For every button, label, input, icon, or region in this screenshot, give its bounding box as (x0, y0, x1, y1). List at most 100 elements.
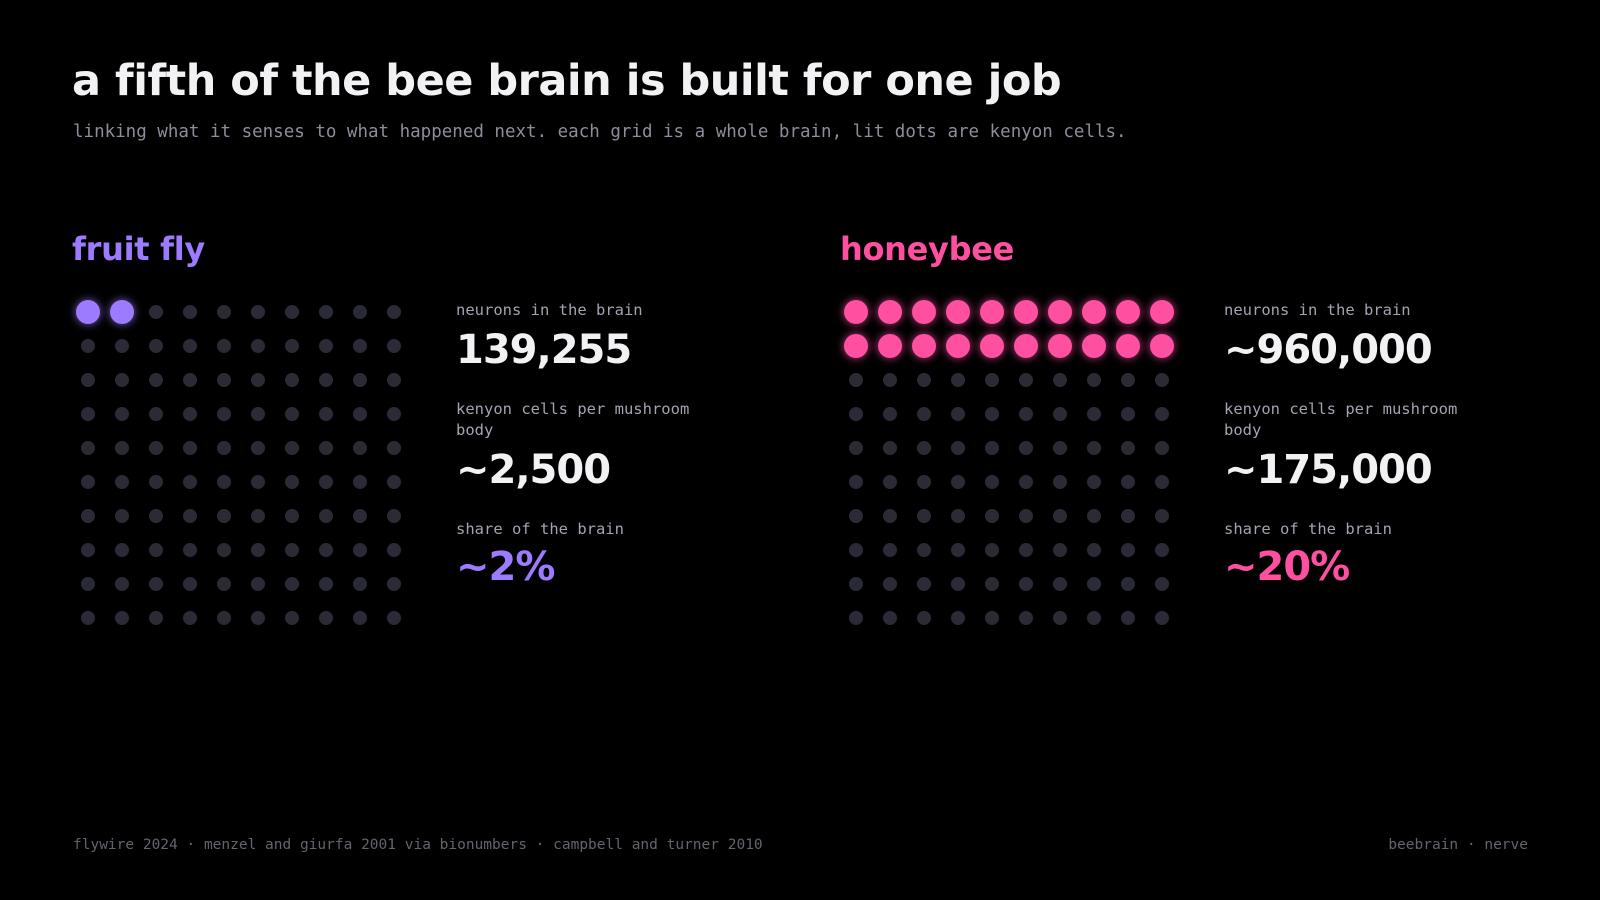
fruit-fly-share-stat: share of the brain ~2% (456, 519, 726, 590)
unlit-brain-dot (251, 577, 265, 591)
unlit-brain-dot (183, 509, 197, 523)
unlit-brain-dot (1053, 441, 1067, 455)
unlit-brain-dot (1155, 407, 1169, 421)
stat-value-accent: ~20% (1224, 544, 1350, 590)
unlit-brain-dot (1155, 611, 1169, 625)
unlit-brain-dot (1087, 441, 1101, 455)
unlit-brain-dot (1087, 509, 1101, 523)
unlit-brain-dot (81, 509, 95, 523)
unlit-brain-dot (387, 577, 401, 591)
unlit-brain-dot (285, 305, 299, 319)
unlit-brain-dot (149, 611, 163, 625)
unlit-brain-dot (285, 577, 299, 591)
unlit-brain-dot (319, 543, 333, 557)
unlit-brain-dot (149, 509, 163, 523)
unlit-brain-dot (883, 577, 897, 591)
unlit-brain-dot (149, 475, 163, 489)
unlit-brain-dot (149, 373, 163, 387)
unlit-brain-dot (251, 611, 265, 625)
unlit-brain-dot (951, 407, 965, 421)
unlit-brain-dot (251, 305, 265, 319)
unlit-brain-dot (149, 339, 163, 353)
stat-value: ~960,000 (1224, 327, 1433, 373)
unlit-brain-dot (883, 509, 897, 523)
unlit-brain-dot (1087, 407, 1101, 421)
unlit-brain-dot (319, 475, 333, 489)
footer-credit: beebrain · nerve (1388, 837, 1528, 853)
lit-kenyon-dot (1116, 300, 1140, 324)
honeybee-stats: neurons in the brain ~960,000 kenyon cel… (1224, 300, 1494, 616)
unlit-brain-dot (353, 509, 367, 523)
unlit-brain-dot (387, 407, 401, 421)
unlit-brain-dot (1019, 611, 1033, 625)
unlit-brain-dot (319, 611, 333, 625)
unlit-brain-dot (985, 441, 999, 455)
unlit-brain-dot (285, 339, 299, 353)
unlit-brain-dot (387, 543, 401, 557)
unlit-brain-dot (81, 475, 95, 489)
unlit-brain-dot (81, 407, 95, 421)
unlit-brain-dot (183, 407, 197, 421)
lit-kenyon-dot (912, 300, 936, 324)
unlit-brain-dot (1053, 373, 1067, 387)
unlit-brain-dot (917, 577, 931, 591)
honeybee-kenyon-stat: kenyon cells per mushroom body ~175,000 (1224, 399, 1494, 493)
unlit-brain-dot (183, 577, 197, 591)
unlit-brain-dot (149, 305, 163, 319)
unlit-brain-dot (115, 339, 129, 353)
unlit-brain-dot (883, 373, 897, 387)
unlit-brain-dot (353, 611, 367, 625)
unlit-brain-dot (115, 611, 129, 625)
unlit-brain-dot (251, 373, 265, 387)
page-title: a fifth of the bee brain is built for on… (72, 56, 1062, 106)
unlit-brain-dot (1087, 543, 1101, 557)
unlit-brain-dot (353, 441, 367, 455)
lit-kenyon-dot (912, 334, 936, 358)
unlit-brain-dot (285, 407, 299, 421)
unlit-brain-dot (149, 441, 163, 455)
unlit-brain-dot (217, 475, 231, 489)
unlit-brain-dot (217, 509, 231, 523)
unlit-brain-dot (183, 305, 197, 319)
stat-value: ~175,000 (1224, 447, 1433, 493)
fruit-fly-waffle-grid (72, 296, 412, 636)
lit-kenyon-dot (1048, 300, 1072, 324)
unlit-brain-dot (1087, 373, 1101, 387)
unlit-brain-dot (81, 339, 95, 353)
fruit-fly-panel: fruit fly neurons in the brain 139,255 k… (72, 230, 772, 650)
unlit-brain-dot (1121, 407, 1135, 421)
lit-kenyon-dot (878, 334, 902, 358)
unlit-brain-dot (353, 407, 367, 421)
unlit-brain-dot (849, 441, 863, 455)
unlit-brain-dot (951, 543, 965, 557)
unlit-brain-dot (115, 373, 129, 387)
unlit-brain-dot (951, 611, 965, 625)
unlit-brain-dot (217, 305, 231, 319)
unlit-brain-dot (217, 407, 231, 421)
unlit-brain-dot (985, 373, 999, 387)
unlit-brain-dot (183, 475, 197, 489)
stat-label: neurons in the brain (456, 301, 643, 319)
unlit-brain-dot (883, 543, 897, 557)
unlit-brain-dot (387, 305, 401, 319)
unlit-brain-dot (883, 407, 897, 421)
unlit-brain-dot (353, 305, 367, 319)
unlit-brain-dot (387, 339, 401, 353)
unlit-brain-dot (1019, 441, 1033, 455)
unlit-brain-dot (285, 441, 299, 455)
unlit-brain-dot (319, 373, 333, 387)
unlit-brain-dot (1121, 441, 1135, 455)
unlit-brain-dot (1019, 509, 1033, 523)
lit-kenyon-dot (980, 300, 1004, 324)
unlit-brain-dot (217, 339, 231, 353)
lit-kenyon-dot (844, 334, 868, 358)
unlit-brain-dot (387, 509, 401, 523)
unlit-brain-dot (353, 339, 367, 353)
unlit-brain-dot (849, 407, 863, 421)
unlit-brain-dot (319, 441, 333, 455)
unlit-brain-dot (917, 543, 931, 557)
unlit-brain-dot (951, 509, 965, 523)
unlit-brain-dot (1019, 373, 1033, 387)
unlit-brain-dot (319, 509, 333, 523)
unlit-brain-dot (985, 509, 999, 523)
